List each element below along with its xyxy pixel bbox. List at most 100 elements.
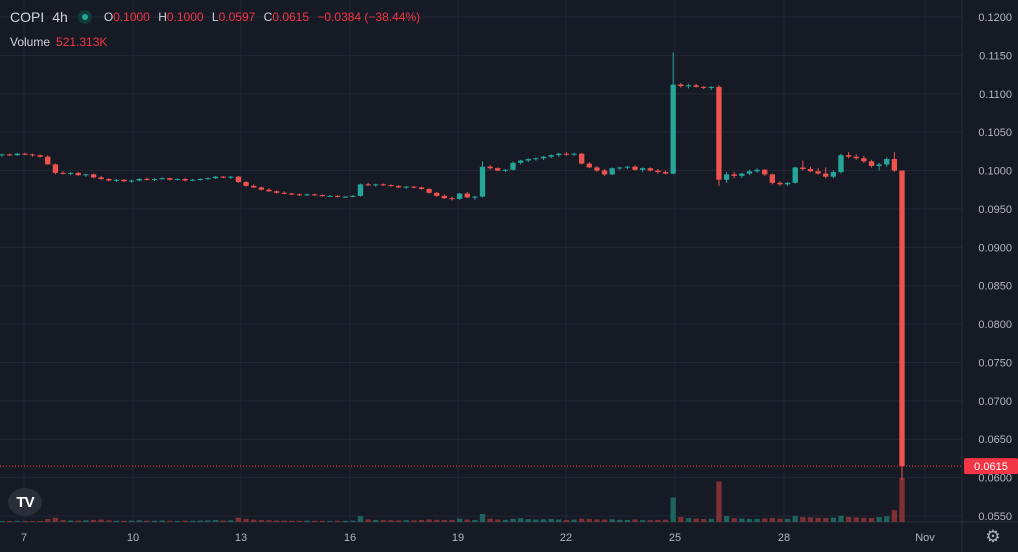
candle-body <box>426 188 432 193</box>
candle-body <box>853 156 859 159</box>
candle-body <box>784 182 791 185</box>
volume-bar <box>662 519 669 522</box>
candle-body <box>754 169 760 172</box>
symbol-label[interactable]: COPI <box>10 9 45 25</box>
candle-body <box>327 195 333 197</box>
volume-bar <box>6 521 13 522</box>
candle-body <box>731 174 737 176</box>
price-tick-label: 0.0650 <box>978 434 1012 446</box>
candle-body <box>708 86 714 88</box>
candle-body <box>739 173 745 176</box>
time-tick-label: 13 <box>235 532 247 544</box>
volume-bar <box>495 519 501 522</box>
candle-body <box>517 160 524 163</box>
volume-bar <box>83 520 89 522</box>
candle-body <box>411 186 417 188</box>
candle-body <box>456 193 463 199</box>
close-label: C <box>263 10 273 24</box>
volume-bar <box>670 497 676 522</box>
volume-bar <box>418 519 425 522</box>
candle-body <box>502 169 509 171</box>
candle-body <box>868 161 875 166</box>
candle-body <box>342 196 348 198</box>
candle-body <box>884 159 890 165</box>
volume-legend: Volume 521.313K <box>10 35 107 49</box>
volume-bar <box>243 519 249 522</box>
price-tick-label: 0.1200 <box>978 12 1012 24</box>
low-label: L <box>211 10 219 24</box>
volume-bar <box>640 520 646 522</box>
volume-bar <box>426 519 432 522</box>
candle-body <box>60 172 66 174</box>
candle-body <box>830 172 837 177</box>
candle-body <box>533 158 539 160</box>
price-axis[interactable]: 0.1200 0.1150 0.1100 0.1050 0.1000 0.0950 0.09… <box>978 12 1012 523</box>
candle-body <box>121 179 127 182</box>
volume-value: 521.313K <box>56 35 108 49</box>
volume-bar <box>655 519 661 522</box>
price-tick-label: 0.0700 <box>978 396 1012 408</box>
volume-bar <box>571 519 577 522</box>
volume-bar <box>739 518 745 522</box>
market-status-icon[interactable] <box>77 10 92 24</box>
volume-bar <box>853 517 859 522</box>
candle-body <box>151 178 158 180</box>
candle-body <box>746 171 753 174</box>
volume-bar <box>746 518 753 522</box>
volume-bar <box>777 518 783 522</box>
candle-body <box>90 174 97 178</box>
candle-body <box>647 168 653 171</box>
candle-body <box>601 170 608 175</box>
candle-body <box>434 192 440 196</box>
candle-body <box>159 178 165 180</box>
volume-bar <box>762 518 768 522</box>
change-value: −0.0384 (−38.44%) <box>317 10 421 24</box>
volume-bar <box>685 518 692 522</box>
candle-body <box>167 178 173 180</box>
candle-body <box>357 184 364 196</box>
volume-bar <box>647 520 653 522</box>
gear-icon[interactable]: ⚙ <box>985 527 1001 546</box>
volume-bar <box>617 519 623 522</box>
candle-body <box>586 163 592 168</box>
volume-bar <box>228 520 234 522</box>
volume-bar <box>845 516 852 522</box>
volume-bar <box>235 517 242 522</box>
volume-bar <box>441 520 448 522</box>
volume-bar <box>312 520 318 522</box>
volume-bar <box>29 521 36 522</box>
candle-body <box>594 167 600 171</box>
volume-bar <box>395 520 402 522</box>
volume-bar <box>876 517 882 522</box>
candle-body <box>197 178 203 180</box>
volume-bar <box>357 516 364 522</box>
volume-bar <box>174 520 181 522</box>
volume-bar <box>838 515 844 522</box>
volume-bar <box>350 520 356 522</box>
tradingview-logo-icon[interactable]: TV <box>8 488 42 516</box>
volume-bar <box>693 518 699 522</box>
volume-bar <box>632 519 638 522</box>
time-tick-label: 10 <box>127 532 139 544</box>
timeframe-label[interactable]: 4h <box>52 9 68 25</box>
candle-body <box>0 154 5 156</box>
volume-bar <box>456 518 463 522</box>
candle-body <box>540 156 547 159</box>
candle-body <box>815 171 821 174</box>
volume-bar <box>373 519 379 522</box>
volume-bar <box>510 518 516 522</box>
candle-body <box>136 178 142 181</box>
candle-body <box>838 155 844 173</box>
candle-body <box>861 158 867 162</box>
price-tick-label: 0.1100 <box>979 89 1012 101</box>
candle-body <box>609 168 615 175</box>
time-axis[interactable]: 7 10 13 16 19 22 25 28 Nov <box>21 532 935 544</box>
volume-bar <box>121 520 127 522</box>
time-tick-label: 16 <box>344 532 356 544</box>
candles[interactable] <box>0 52 905 480</box>
candle-body <box>235 176 242 183</box>
candle-body <box>304 194 310 196</box>
time-tick-label: 28 <box>778 532 790 544</box>
